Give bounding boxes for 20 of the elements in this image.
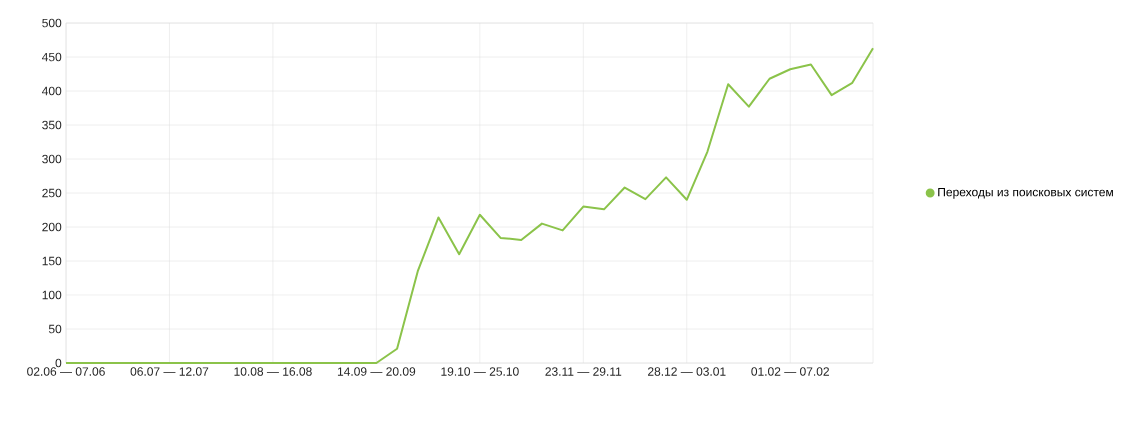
x-tick-label: 19.10 — 25.10 <box>441 367 519 376</box>
legend-label: Переходы из поисковых систем <box>938 187 1113 199</box>
y-tick-label: 350 <box>42 120 62 130</box>
x-tick-label: 10.08 — 16.08 <box>234 367 312 376</box>
x-tick-label: 14.09 — 20.09 <box>337 367 416 376</box>
y-tick-label: 500 <box>42 18 62 28</box>
y-tick-label: 100 <box>42 290 62 300</box>
y-tick-label: 250 <box>42 188 62 198</box>
y-tick-label: 200 <box>42 222 62 232</box>
y-tick-label: 450 <box>41 52 62 62</box>
x-tick-label: 23.11 — 29.11 <box>545 367 622 376</box>
x-tick-label: 06.07 — 12.07 <box>130 367 209 376</box>
x-tick-label: 02.06 — 07.06 <box>27 367 105 376</box>
x-tick-label: 28.12 — 03.01 <box>648 367 726 376</box>
y-tick-label: 150 <box>42 256 62 266</box>
y-tick-label: 50 <box>48 324 62 334</box>
y-tick-label: 400 <box>41 86 62 96</box>
x-tick-label: 01.02 — 07.02 <box>751 367 829 376</box>
y-tick-label: 0 <box>55 358 62 368</box>
y-tick-label: 300 <box>42 154 62 164</box>
